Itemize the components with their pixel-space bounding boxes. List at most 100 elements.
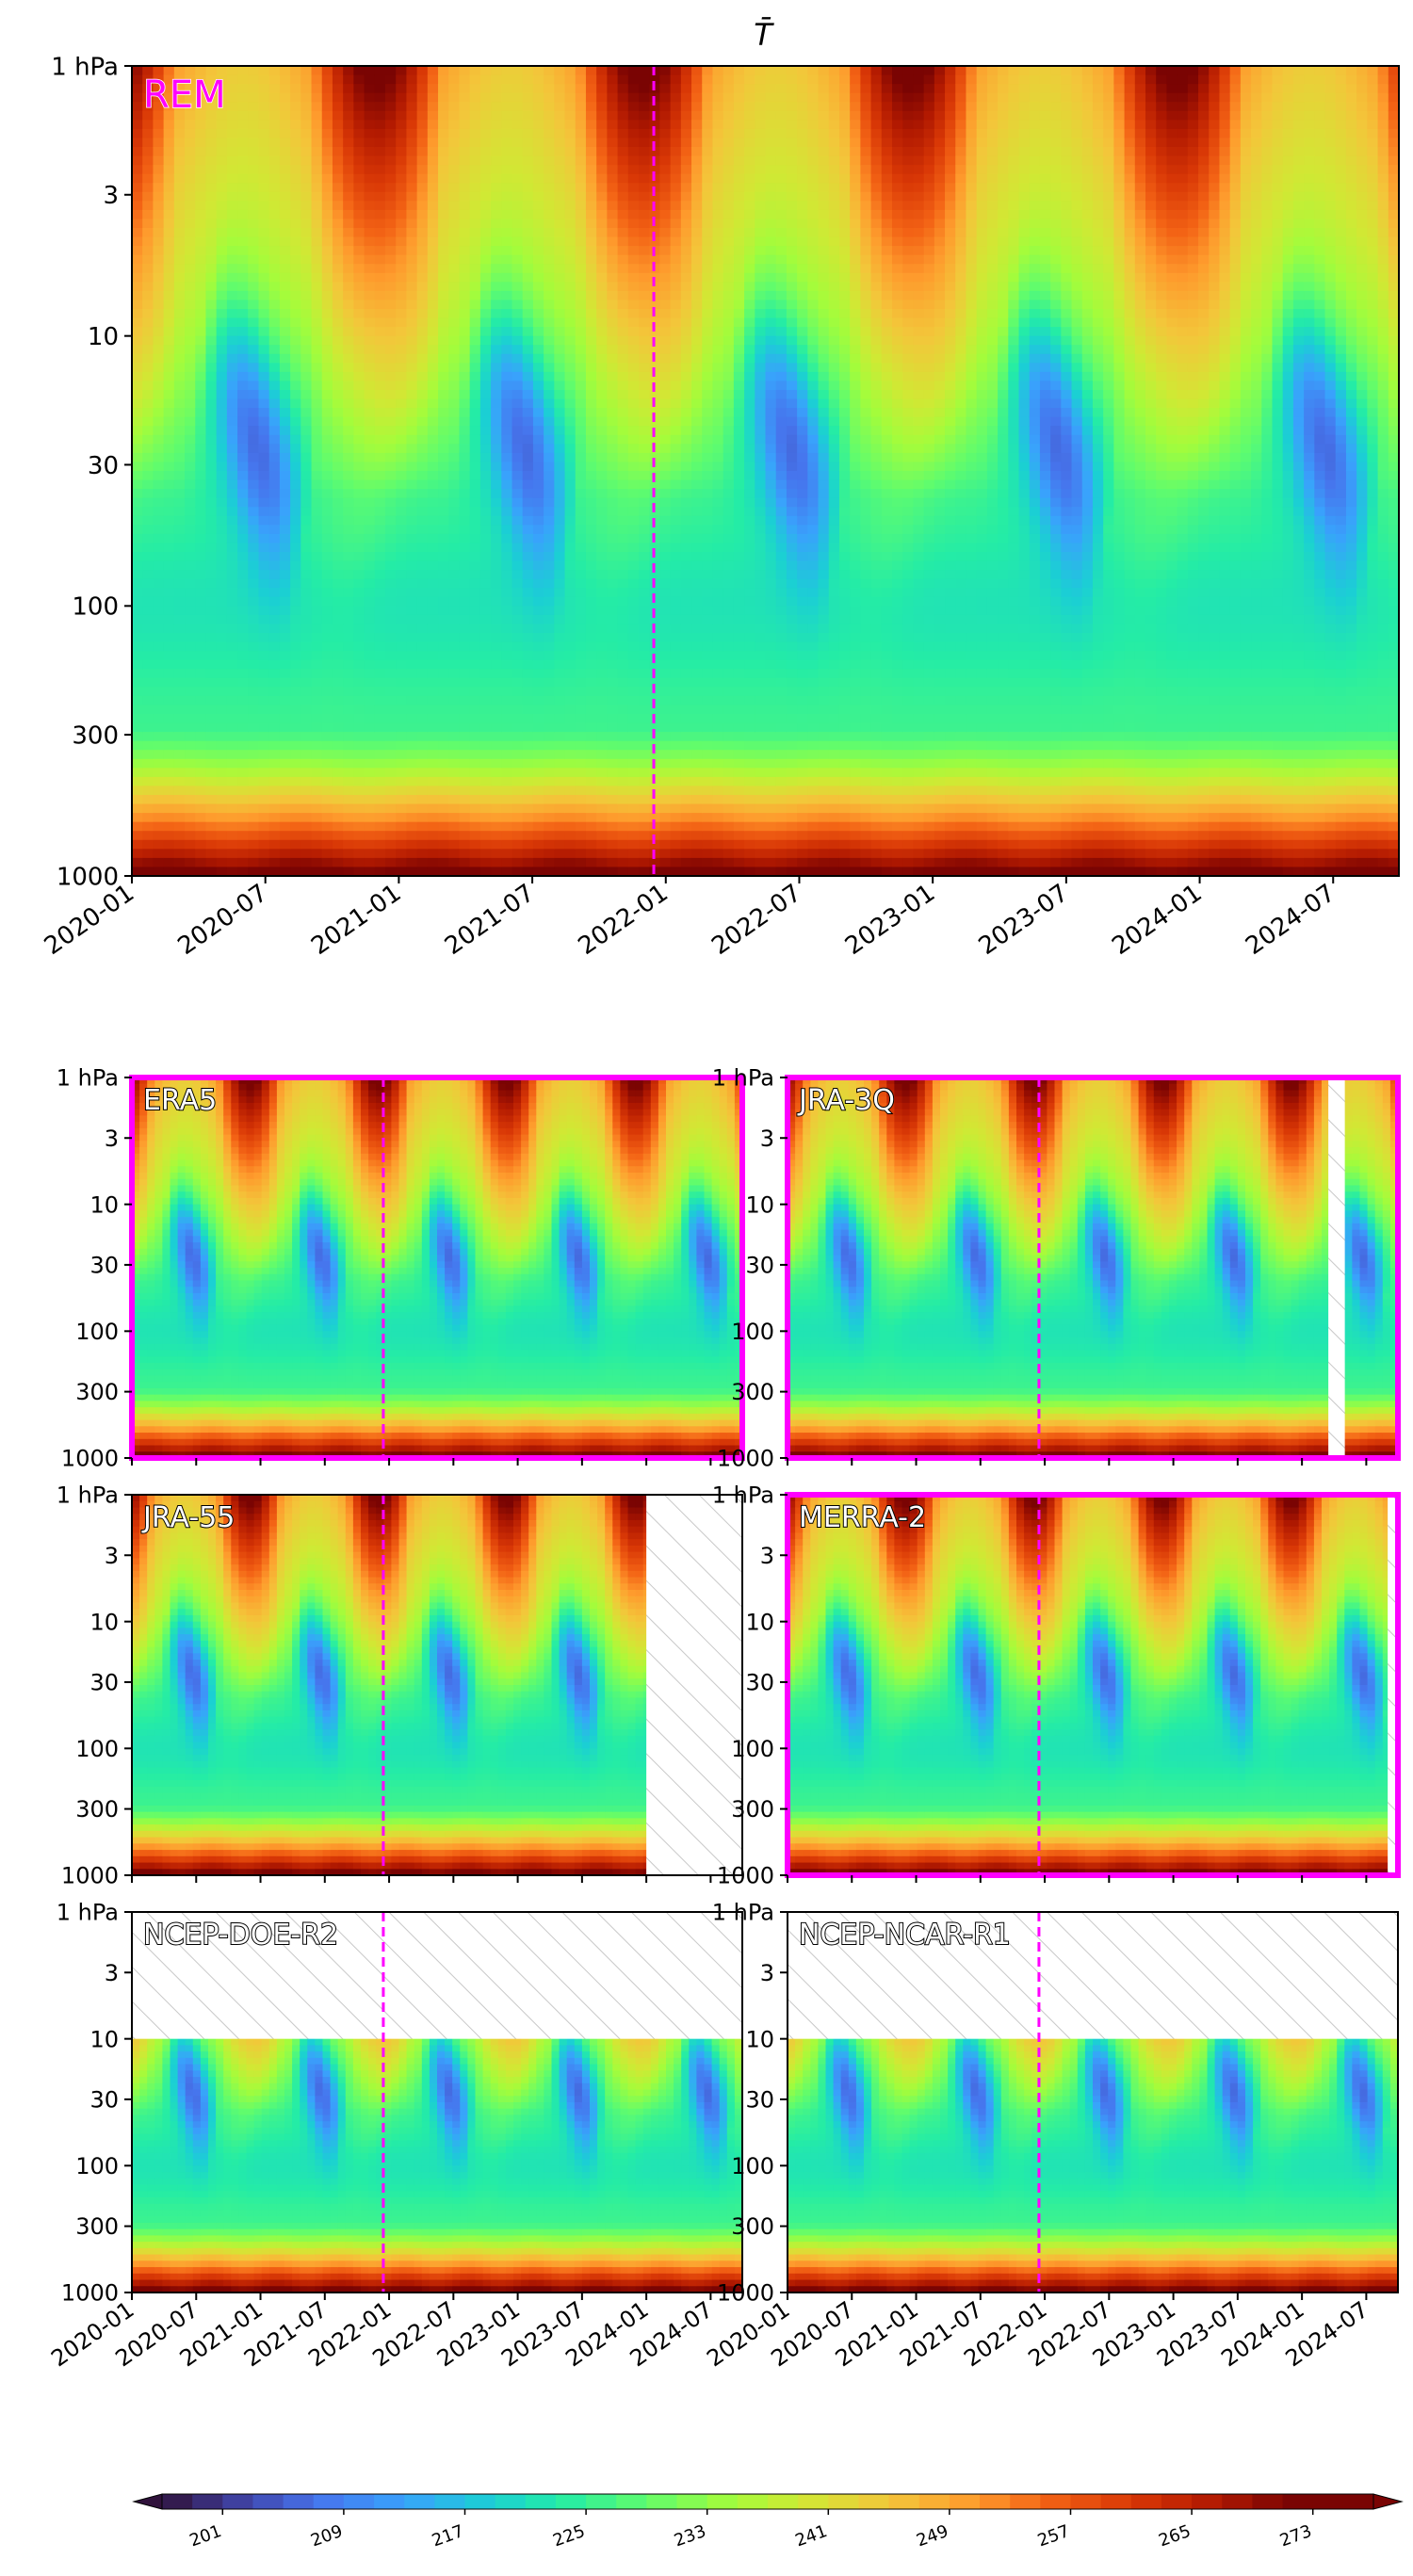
heatmap-rem (132, 66, 1400, 877)
colorbar-segment (980, 2494, 1011, 2509)
y-tick-label: 100 (731, 2153, 774, 2179)
y-tick-label: 300 (731, 2213, 774, 2240)
y-tick-label: 30 (745, 1670, 774, 1696)
heatmap-era5 (132, 1077, 743, 1459)
y-tick-label: 100 (75, 2153, 119, 2179)
colorbar-segment (556, 2494, 587, 2509)
colorbar-segment (798, 2494, 829, 2509)
y-tick-label: 10 (745, 2026, 774, 2052)
colorbar-tick-label: 273 (1277, 2521, 1314, 2551)
x-tick-label: 2021-01 (306, 879, 406, 961)
colorbar-segment (1101, 2494, 1132, 2509)
colorbar-segment (284, 2494, 315, 2509)
colorbar-segment (1283, 2494, 1314, 2509)
panel-label: MERRA-2 (799, 1501, 926, 1534)
colorbar-segment (828, 2494, 859, 2509)
colorbar-segment (858, 2494, 889, 2509)
colorbar-tick-label: 265 (1156, 2521, 1193, 2551)
x-axis: 2020-012020-072021-012021-072022-012022-… (46, 2292, 718, 2372)
y-tick-label: 300 (75, 1379, 119, 1405)
y-tick-label: 3 (760, 1543, 774, 1569)
colorbar-segment (344, 2494, 375, 2509)
x-tick-label: 2022-07 (706, 879, 806, 961)
y-tick-label: 10 (89, 2026, 119, 2052)
x-tick-label: 2020-07 (173, 879, 273, 961)
y-tick-label: 30 (89, 1253, 119, 1279)
x-tick-label: 2023-07 (974, 879, 1074, 961)
colorbar-segment (1010, 2494, 1041, 2509)
heatmap-merra-2 (788, 1495, 1399, 1876)
panel-ncep-ncar-r1: 1 hPa 3 10 30 100 300 10002020-012020-072021-0… (702, 1900, 1398, 2373)
y-tick-label: 1 hPa (57, 1065, 119, 1092)
y-tick-label: 30 (745, 1253, 774, 1279)
colorbar-segment (646, 2494, 677, 2509)
y-tick-label: 3 (760, 1960, 774, 1986)
colorbar-tick-label: 233 (672, 2521, 708, 2551)
x-tick-label: 2024-07 (1241, 879, 1340, 961)
y-tick-label: 3 (105, 1960, 119, 1986)
y-tick-label: 1000 (717, 1446, 774, 1472)
colorbar-segment (677, 2494, 708, 2509)
colorbar-segment (738, 2494, 769, 2509)
colorbar-segment (374, 2494, 405, 2509)
colorbar-segment (192, 2494, 223, 2509)
colorbar-tick-label: 249 (914, 2521, 950, 2551)
colorbar-tick-label: 225 (550, 2521, 587, 2551)
colorbar-segment (768, 2494, 799, 2509)
colorbar-tick-label: 217 (430, 2521, 466, 2551)
y-tick-label: 30 (89, 1670, 119, 1696)
colorbar-tick-label: 241 (793, 2521, 830, 2551)
x-axis (132, 1875, 710, 1883)
y-tick-label: 100 (75, 1319, 119, 1345)
colorbar-segment (404, 2494, 435, 2509)
y-tick-label: 1 hPa (712, 1482, 774, 1509)
y-tick-label: 10 (88, 323, 119, 351)
y-tick-label: 1000 (61, 1863, 119, 1889)
colorbar-segment (252, 2494, 284, 2509)
y-tick-label: 300 (72, 721, 119, 750)
colorbar-segment (919, 2494, 950, 2509)
x-axis: 2020-012020-072021-012021-072022-012022-… (702, 2292, 1373, 2372)
colorbar-segment (495, 2494, 527, 2509)
y-tick-label: 10 (745, 1191, 774, 1218)
y-tick-label: 300 (731, 1796, 774, 1823)
x-tick-label: 2022-01 (574, 879, 674, 961)
y-tick-label: 3 (103, 182, 119, 210)
panel-label: NCEP-NCAR-R1 (799, 1919, 1011, 1952)
y-tick-label: 30 (88, 452, 119, 480)
colorbar-extend-high (1373, 2494, 1402, 2509)
colorbar-segment (889, 2494, 920, 2509)
colorbar: 201 209 217 225 233 241 249 257 265 273 (134, 2494, 1402, 2551)
colorbar-segment (1192, 2494, 1223, 2509)
colorbar-segment (314, 2494, 345, 2509)
colorbar-segment (222, 2494, 253, 2509)
y-tick-label: 1 hPa (712, 1900, 774, 1926)
y-tick-label: 3 (105, 1126, 119, 1152)
panel-ncep-doe-r2: 1 hPa3103010030010002020-012020-072021-0… (46, 1900, 742, 2373)
y-tick-label: 300 (731, 1379, 774, 1405)
y-tick-label: 100 (75, 1736, 119, 1762)
colorbar-segment (1161, 2494, 1193, 2509)
y-tick-label: 1 hPa (57, 1900, 119, 1926)
y-tick-label: 100 (731, 1736, 774, 1762)
x-tick-label: 2021-07 (440, 879, 540, 961)
y-tick-label: 1000 (717, 2280, 774, 2307)
colorbar-segment (707, 2494, 739, 2509)
y-tick-label: 1000 (57, 863, 119, 891)
panel-label: ERA5 (143, 1084, 217, 1117)
y-tick-label: 30 (89, 2087, 119, 2114)
colorbar-segment (1040, 2494, 1071, 2509)
heatmap-jra-3q (788, 1077, 1399, 1459)
y-tick-label: 1000 (61, 1446, 119, 1472)
x-tick-label: 2023-01 (840, 879, 940, 961)
y-tick-label: 30 (745, 2087, 774, 2114)
chart-title: T̄ (754, 16, 774, 53)
